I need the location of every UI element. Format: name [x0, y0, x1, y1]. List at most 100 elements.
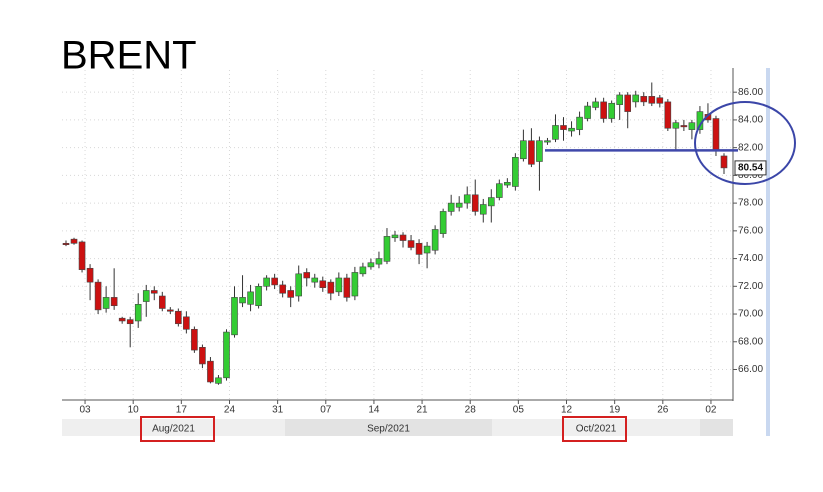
- period-label: Oct/2021: [576, 424, 617, 435]
- candle-body: [183, 316, 190, 330]
- candle-body: [544, 140, 551, 143]
- candle-body: [720, 155, 728, 169]
- candle-body: [616, 94, 623, 105]
- candle-body: [231, 297, 238, 336]
- candle-body: [455, 202, 463, 208]
- candle-body: [223, 331, 230, 379]
- candle-body: [600, 101, 607, 119]
- candle-body: [560, 125, 567, 130]
- candle-body: [664, 101, 672, 129]
- candle-body: [142, 290, 150, 302]
- annotations: 80.54: [545, 149, 767, 176]
- last-price-box: [734, 160, 767, 176]
- candle-body: [568, 127, 575, 132]
- candle-body: [271, 277, 278, 286]
- period-label: Sep/2021: [367, 424, 410, 435]
- candle-body: [391, 234, 399, 239]
- candle-body: [303, 272, 311, 279]
- period-band: [492, 419, 700, 436]
- candle-body: [688, 122, 696, 130]
- candle-body: [343, 277, 351, 298]
- candle-body: [576, 116, 583, 130]
- scrollbar: [766, 68, 770, 436]
- candle-body: [407, 240, 415, 248]
- chart-title: BRENT: [61, 34, 197, 78]
- candle-body: [608, 102, 615, 119]
- candle-body: [375, 258, 383, 265]
- candle-body: [279, 284, 286, 294]
- candle-body: [335, 277, 343, 293]
- candle-body: [520, 140, 527, 160]
- candle-body: [351, 272, 359, 297]
- candle-body: [624, 94, 632, 112]
- period-band: [62, 419, 285, 436]
- x-tick-label: 31: [272, 405, 284, 416]
- candle-body: [640, 96, 648, 103]
- candle-body: [383, 236, 391, 262]
- x-tick-label: 10: [128, 405, 140, 416]
- candle-body: [367, 262, 375, 268]
- candle-body: [423, 245, 431, 254]
- candle-body: [463, 194, 471, 204]
- y-tick-label: 70.00: [738, 309, 763, 320]
- candle-body: [255, 286, 262, 307]
- candle-body: [62, 243, 70, 246]
- y-tick-label: 84.00: [738, 115, 763, 126]
- candle-body: [656, 97, 664, 104]
- x-tick-label: 05: [513, 405, 525, 416]
- candle-body: [327, 281, 335, 294]
- candle-body: [359, 266, 367, 275]
- y-tick-label: 78.00: [738, 198, 763, 209]
- candle-body: [247, 291, 254, 305]
- candle-body: [263, 277, 270, 287]
- candle-body: [78, 241, 86, 270]
- y-tick-label: 72.00: [738, 281, 763, 292]
- candle-body: [496, 183, 503, 198]
- candle-body: [207, 360, 214, 383]
- candle-body: [191, 328, 198, 351]
- highlight-box: [562, 416, 627, 442]
- y-tick-label: 76.00: [738, 225, 763, 236]
- candle-body: [94, 281, 102, 311]
- x-tick-label: 26: [657, 405, 669, 416]
- candle-body: [126, 319, 134, 325]
- candle-body: [431, 229, 439, 251]
- last-price-label: 80.54: [738, 163, 763, 174]
- candle-body: [471, 194, 479, 212]
- candle-body: [648, 96, 656, 104]
- candle-body: [110, 297, 118, 307]
- x-tick-label: 03: [79, 405, 91, 416]
- candle-body: [632, 94, 640, 103]
- x-tick-label: 21: [417, 405, 429, 416]
- candle-body: [118, 317, 126, 322]
- candle-body: [287, 290, 294, 298]
- candle-body: [86, 267, 94, 283]
- period-label: Aug/2021: [152, 424, 195, 435]
- x-tick-label: 12: [561, 405, 573, 416]
- candle-body: [672, 122, 680, 129]
- candle-body: [399, 234, 407, 241]
- candle-body: [199, 347, 206, 365]
- candle-body: [215, 377, 222, 384]
- candle-body: [415, 243, 423, 255]
- candles: [62, 82, 728, 385]
- candle-body: [70, 238, 78, 244]
- x-tick-label: 17: [176, 405, 188, 416]
- candle-body: [175, 310, 182, 325]
- candle-body: [536, 140, 543, 162]
- y-tick-label: 86.00: [738, 87, 763, 98]
- candle-body: [102, 297, 110, 309]
- candle-body: [239, 297, 246, 304]
- period-bands: Aug/2021 Sep/2021 Oct/2021: [62, 419, 733, 436]
- y-tick-label: 80.00: [738, 170, 763, 181]
- candle-body: [512, 157, 519, 187]
- candle-body: [439, 211, 447, 234]
- candle-body: [150, 290, 158, 294]
- candle-body: [134, 304, 142, 322]
- candle-body: [584, 105, 591, 119]
- candle-body: [479, 204, 487, 215]
- candle-body: [487, 197, 495, 207]
- y-tick-label: 66.00: [738, 364, 763, 375]
- y-tick-label: 74.00: [738, 253, 763, 264]
